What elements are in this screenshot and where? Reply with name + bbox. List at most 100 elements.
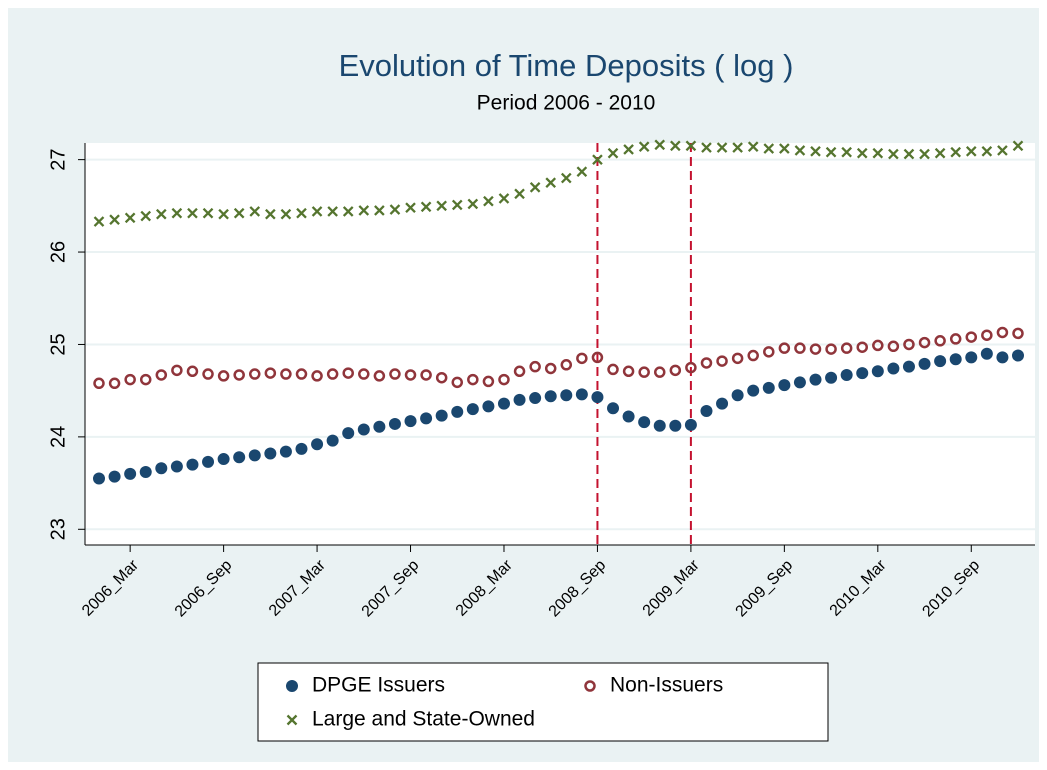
marker <box>653 419 666 432</box>
marker <box>841 146 852 158</box>
marker <box>497 397 510 410</box>
marker <box>155 208 167 220</box>
marker <box>217 370 230 382</box>
marker <box>357 423 370 436</box>
marker <box>965 351 978 364</box>
legend-label: DPGE Issuers <box>312 674 445 697</box>
marker <box>529 182 541 193</box>
marker <box>980 347 993 360</box>
marker <box>965 331 978 343</box>
marker <box>358 368 370 380</box>
marker <box>779 143 790 154</box>
marker <box>435 371 448 384</box>
marker <box>280 208 292 220</box>
marker <box>342 206 354 217</box>
marker <box>326 434 339 447</box>
marker <box>794 145 806 156</box>
marker <box>482 375 495 388</box>
marker <box>762 381 775 394</box>
y-tick-label: 23 <box>47 518 69 540</box>
marker <box>825 371 838 384</box>
marker <box>996 351 1009 364</box>
marker <box>124 467 137 480</box>
marker <box>949 353 962 366</box>
marker <box>326 368 339 380</box>
marker <box>919 148 930 160</box>
marker <box>747 384 760 397</box>
marker <box>996 326 1009 339</box>
marker <box>654 139 666 151</box>
marker <box>888 148 899 160</box>
marker <box>93 377 105 390</box>
marker <box>435 409 448 422</box>
marker <box>373 420 386 433</box>
marker <box>763 346 775 358</box>
marker <box>420 369 432 381</box>
marker <box>544 362 557 375</box>
marker <box>295 442 308 455</box>
chart-title: Evolution of Time Deposits ( log ) <box>339 48 794 83</box>
marker <box>809 373 822 386</box>
marker <box>576 352 588 365</box>
marker <box>950 146 962 158</box>
marker <box>514 188 525 200</box>
marker <box>560 359 573 371</box>
marker <box>248 449 261 462</box>
marker <box>436 200 447 212</box>
legend-marker <box>286 680 298 692</box>
marker <box>592 154 603 165</box>
marker <box>265 208 276 220</box>
marker <box>949 333 962 345</box>
marker <box>871 365 884 378</box>
marker <box>560 389 573 402</box>
marker <box>139 373 152 386</box>
marker <box>810 146 821 157</box>
marker <box>374 205 385 216</box>
marker <box>638 366 650 378</box>
marker <box>716 142 728 153</box>
marker <box>467 373 479 386</box>
marker <box>997 145 1008 156</box>
marker <box>934 355 947 368</box>
marker <box>296 207 307 219</box>
marker <box>794 342 806 354</box>
y-tick-label: 25 <box>47 333 69 355</box>
marker <box>420 201 432 213</box>
marker <box>466 403 479 416</box>
marker <box>700 405 713 417</box>
marker <box>109 214 120 226</box>
marker <box>544 390 557 403</box>
marker <box>483 195 494 207</box>
marker <box>529 360 541 373</box>
marker <box>716 355 728 367</box>
marker <box>747 141 759 153</box>
marker <box>607 402 620 415</box>
marker <box>311 206 323 217</box>
marker <box>124 373 136 386</box>
marker <box>389 368 401 380</box>
marker <box>249 206 261 217</box>
marker <box>981 146 993 157</box>
marker <box>623 144 634 155</box>
marker <box>591 351 604 364</box>
marker <box>327 206 338 217</box>
marker <box>918 336 931 349</box>
marker <box>669 419 682 432</box>
marker <box>233 369 245 381</box>
marker <box>607 147 619 159</box>
marker <box>513 365 526 378</box>
marker <box>638 416 651 429</box>
marker <box>233 207 245 219</box>
marker <box>311 370 323 382</box>
marker <box>840 342 853 354</box>
marker <box>747 349 759 362</box>
marker <box>576 166 588 177</box>
marker <box>856 147 868 159</box>
marker <box>388 417 401 430</box>
marker <box>311 438 324 451</box>
marker <box>140 210 152 222</box>
legend-label: Non-Issuers <box>610 674 723 697</box>
marker <box>264 447 277 460</box>
marker <box>653 366 666 378</box>
marker <box>981 329 993 341</box>
